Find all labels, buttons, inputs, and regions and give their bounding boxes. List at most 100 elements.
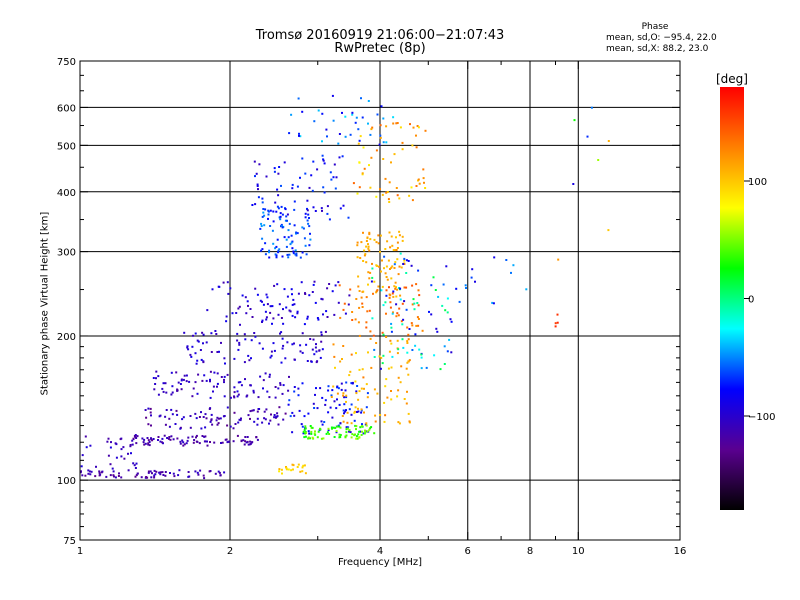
data-point [179,427,182,430]
data-point [363,387,365,390]
data-point [278,248,281,251]
data-point [377,234,380,237]
data-point [331,94,334,97]
data-point [209,396,212,399]
data-point [326,212,329,215]
data-point [256,183,259,186]
data-point [275,245,278,248]
data-point [285,215,288,218]
data-point [238,305,241,308]
data-point [314,433,317,436]
data-point [310,430,313,433]
data-point [267,209,270,212]
data-point [398,197,401,200]
data-point [177,381,180,384]
data-point [316,407,319,410]
data-point [217,470,220,473]
data-point [164,471,167,473]
data-point [194,470,197,473]
data-point [258,342,261,345]
data-point [320,420,323,423]
data-point [289,243,292,246]
data-point [320,207,323,210]
data-point [315,387,317,390]
data-point [267,217,269,220]
data-point [186,439,189,442]
data-point [309,425,312,427]
data-point [295,232,297,235]
data-point [398,230,401,233]
data-point [282,344,285,347]
data-point [349,133,352,136]
data-point [245,441,248,444]
data-point [358,161,361,164]
data-point [196,339,199,342]
data-point [249,417,251,420]
data-point [310,432,313,435]
data-point [357,321,360,324]
data-point [218,417,220,420]
data-point [395,315,398,318]
data-point [368,309,371,312]
data-point [446,350,449,353]
data-point [354,318,357,321]
data-point [361,423,363,426]
x-tick-label: 10 [572,546,585,557]
data-point [323,162,326,165]
data-point [176,389,179,392]
data-point [362,260,365,262]
data-point [149,407,152,410]
data-point [266,296,269,299]
data-point [172,438,175,441]
data-point [358,186,361,189]
data-point [339,434,342,436]
data-point [323,191,326,194]
data-point [408,359,411,362]
data-point [254,203,257,206]
data-point [397,376,400,379]
data-point [396,312,399,315]
data-point [226,406,229,409]
data-point [407,338,410,341]
data-point [216,416,219,419]
data-point [374,414,377,417]
data-point [357,398,360,401]
data-point [306,207,308,210]
data-point [265,318,268,321]
data-point [106,440,109,443]
data-point [291,303,294,306]
data-point [311,426,314,429]
data-point [313,353,316,356]
data-point [337,387,340,390]
data-point [510,271,512,274]
data-point [388,201,391,203]
data-point [170,435,173,438]
data-point [361,302,364,305]
data-point [183,443,186,446]
data-point [367,100,370,102]
data-point [379,414,382,416]
data-point [120,448,123,451]
data-point [153,476,156,479]
data-point [276,205,279,208]
data-point [174,423,177,425]
data-point [425,366,428,369]
data-point [360,97,362,100]
data-point [382,117,385,120]
data-point [351,381,354,384]
data-point [388,296,391,299]
data-point [344,312,347,315]
data-point [474,280,476,283]
data-point [371,262,373,265]
data-point [332,385,335,388]
data-point [351,311,354,313]
data-point [334,187,337,190]
data-point [338,156,341,159]
data-point [303,464,306,467]
data-point [282,322,285,325]
data-point [293,208,296,211]
data-point [403,257,406,260]
data-point [355,435,358,438]
data-point [243,443,246,446]
data-point [401,323,404,326]
